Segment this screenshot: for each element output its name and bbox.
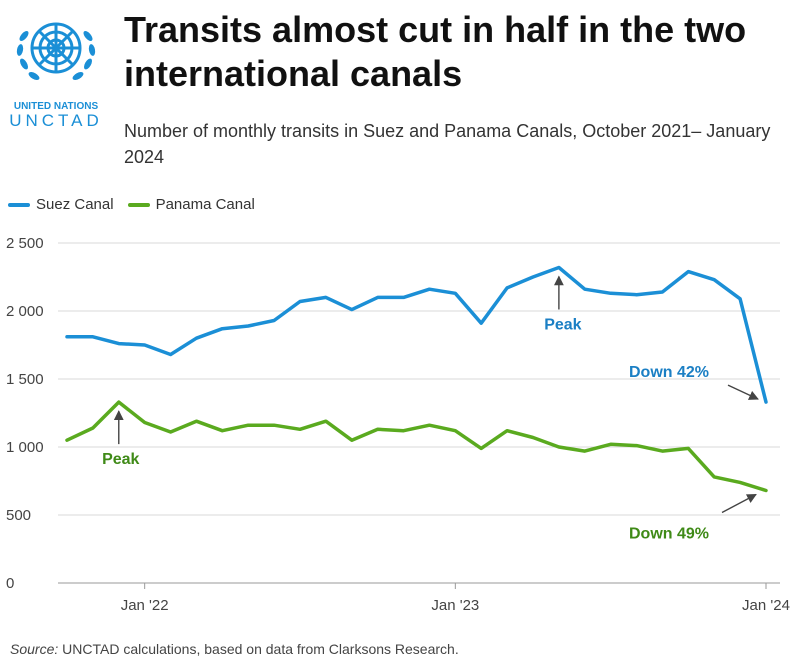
annotation-label: Down 49%: [629, 526, 709, 543]
chart-subtitle: Number of monthly transits in Suez and P…: [124, 121, 771, 167]
y-tick-label: 1 000: [6, 439, 44, 456]
legend-swatch-suez: [8, 202, 30, 207]
x-tick-label: Jan '23: [431, 597, 479, 614]
legend-item-panama: Panama Canal: [127, 196, 255, 213]
legend-item-suez: Suez Canal: [8, 196, 114, 213]
x-tick-label: Jan '24: [742, 597, 790, 614]
series-line-panama: [65, 400, 768, 493]
series-line-suez: [65, 265, 768, 404]
y-tick-label: 0: [6, 575, 14, 592]
annotation-label: Peak: [544, 316, 581, 333]
y-tick-label: 1 500: [6, 371, 44, 388]
legend-swatch-panama: [127, 202, 150, 207]
source-note: Source: UNCTAD calculations, based on da…: [10, 641, 459, 657]
un-logo: UNITED NATIONS UNCTAD: [6, 6, 106, 131]
source-text: UNCTAD calculations, based on data from …: [58, 641, 459, 657]
logo-unctad: UNCTAD: [9, 111, 103, 130]
annotation-arrow: [727, 384, 759, 400]
annotation-label: Peak: [102, 451, 139, 468]
y-tick-label: 2 500: [6, 235, 44, 252]
logo-united-nations: UNITED NATIONS: [13, 101, 99, 112]
y-tick-label: 500: [6, 507, 31, 524]
source-label: Source:: [10, 641, 59, 657]
annotation-arrow: [721, 493, 757, 514]
chart-title: Transits almost cut in half in the two i…: [124, 9, 747, 94]
un-emblem-icon: [16, 22, 96, 80]
legend-label-panama: Panama Canal: [155, 196, 255, 213]
y-tick-label: 2 000: [6, 303, 44, 320]
legend-label-suez: Suez Canal: [36, 196, 114, 213]
annotation-label: Down 42%: [629, 364, 709, 381]
legend: Suez Canal Panama Canal: [8, 196, 269, 213]
x-tick-label: Jan '22: [121, 597, 169, 614]
